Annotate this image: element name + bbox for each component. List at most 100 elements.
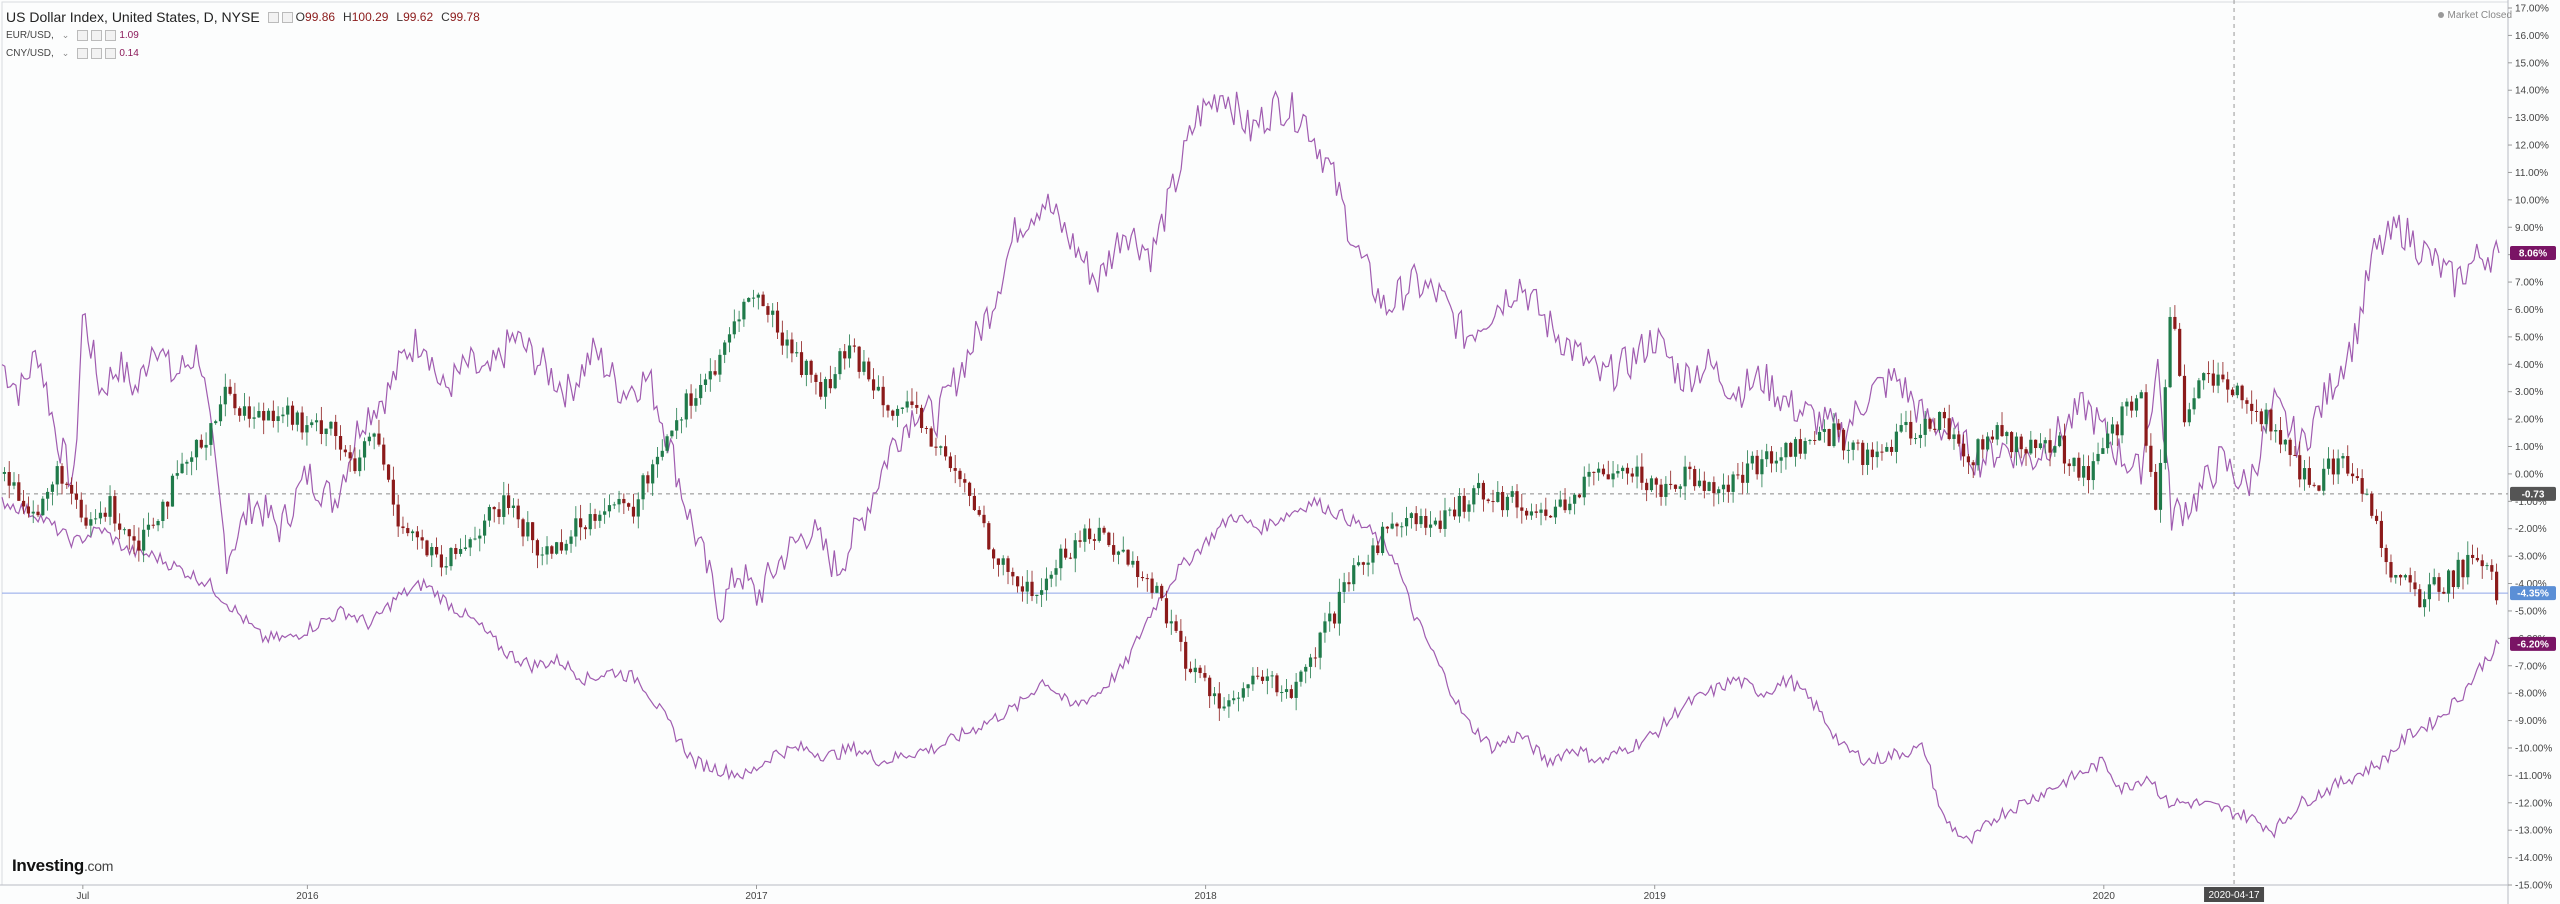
candle-body [804,360,808,375]
eur-usd-label[interactable]: EUR/USD, [6,29,54,41]
candle-body [1136,560,1140,577]
candle-body [1520,507,1524,511]
candle-body [2091,461,2095,481]
eye-icon[interactable] [77,47,89,59]
candle-body [953,468,957,471]
candle-body [487,506,491,521]
candle-body [2264,409,2268,425]
candle-body [531,522,535,541]
candle-body [1217,693,1221,709]
candle-body [694,398,698,406]
close-icon[interactable] [105,29,117,41]
candle-body [1539,509,1543,513]
chevron-down-icon[interactable]: ⌄ [61,29,70,40]
candle-body [1232,698,1236,701]
candle-body [334,421,338,437]
candle-body [1693,469,1697,487]
candle-body [958,470,962,480]
candle-body [1649,478,1654,491]
candle-body [1616,471,1620,474]
candle-body [1073,540,1077,559]
y-tick-label: -5.00% [2515,606,2547,617]
candle-body [1928,418,1932,429]
candle-body [1275,675,1279,693]
candle-body [588,514,592,530]
y-tick-label: 9.00% [2515,223,2543,234]
candle-body [699,384,703,399]
y-tick-label: 16.00% [2515,31,2549,42]
candle-body [1433,520,1437,525]
settings-icon[interactable] [91,29,103,41]
candle-body [2182,375,2187,423]
candle-body [1553,506,1558,518]
candle-body [526,522,530,537]
y-tick-label: 12.00% [2515,141,2549,152]
candle-body [732,321,736,335]
candle-body [862,361,866,372]
candle-body [1174,621,1178,631]
candle-body [478,535,482,539]
candle-body [1371,545,1375,563]
candle-body [50,484,55,492]
candle-body [1169,621,1173,624]
candlestick-series [2,289,2499,721]
candle-body [473,538,477,540]
candle-body [679,419,684,421]
candle-body [1404,518,1409,527]
candle-body [2134,398,2139,411]
candle-body [1179,630,1183,642]
candle-body [2274,430,2278,432]
candle-body [651,464,655,484]
candle-body [948,456,952,469]
chart-legend: US Dollar Index, United States, D, NYSE … [6,8,488,62]
candle-body [1452,509,1457,517]
candle-body [939,446,943,448]
candle-body [871,379,876,391]
close-icon[interactable] [281,11,293,23]
candle-body [828,379,832,389]
eye-icon[interactable] [77,29,89,41]
candle-body [348,452,352,459]
series-line-eurusd [1,90,2500,623]
candle-body [1102,527,1106,533]
chevron-down-icon[interactable]: ⌄ [61,47,70,58]
candle-body [367,436,371,442]
y-tick-label: 1.00% [2515,442,2543,453]
candle-body [1347,582,1351,585]
candle-body [1212,693,1217,697]
candle-body [2230,389,2235,396]
candle-body [1707,482,1711,491]
candle-body [1198,667,1202,674]
candle-body [1659,484,1663,497]
candle-body [262,411,266,421]
candle-body [218,404,223,422]
candle-body [2178,328,2182,376]
cny-usd-value: 0.14 [119,47,139,59]
candle-body [2298,455,2302,480]
candle-body [2,472,7,474]
symbol-title[interactable]: US Dollar Index, United States, D, NYSE [6,9,260,25]
close-icon[interactable] [105,47,117,59]
candle-body [1861,442,1865,465]
candle-body [1299,671,1303,682]
price-badge [2510,246,2556,261]
settings-icon[interactable] [91,47,103,59]
candle-body [2154,471,2158,510]
candle-body [1736,474,1740,476]
settings-icon[interactable] [267,11,279,23]
y-tick-label: -3.00% [2515,552,2547,563]
candle-body [727,334,732,343]
candle-body [2312,484,2316,486]
price-badge-label: 8.06% [2519,249,2547,260]
candle-body [819,381,823,397]
candle-body [2120,406,2124,436]
candle-body [1395,523,1399,527]
price-badge [2510,586,2556,601]
candle-body [2058,435,2062,447]
cny-usd-label[interactable]: CNY/USD, [6,47,54,59]
candle-body [502,495,506,517]
candle-body [723,342,727,355]
candle-body [2192,398,2196,410]
candle-body [1784,442,1788,458]
